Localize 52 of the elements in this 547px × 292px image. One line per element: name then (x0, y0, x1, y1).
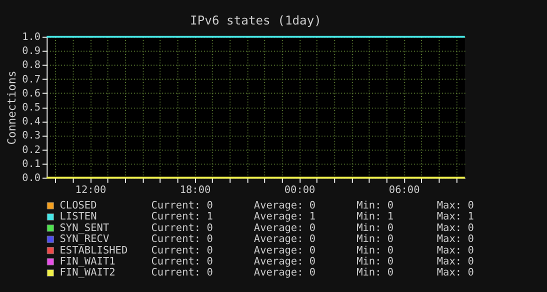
y-tick-label: 0.8 (22, 59, 41, 72)
text: Average: 0 (254, 256, 316, 268)
text: Average: 0 (254, 233, 316, 246)
text: Min: 0 (356, 200, 394, 212)
text: Average: 0 (254, 200, 316, 212)
x-tick-label: 18:00 (180, 184, 211, 196)
chart-title: IPv6 states (1day) (190, 14, 322, 28)
legend-label: LISTEN (60, 210, 97, 223)
y-axis-title: Connections (6, 70, 19, 145)
text: Min: 0 (356, 266, 394, 279)
text: Max: 0 (436, 266, 474, 279)
legend-label: SYN_RECV (60, 233, 110, 246)
y-tick-label: 0.7 (22, 73, 41, 86)
text: Min: 1 (356, 210, 394, 223)
y-tick-label: 0.9 (22, 45, 41, 58)
text: Min: 0 (356, 256, 394, 268)
text: Average: 0 (254, 222, 316, 234)
legend-label: FIN_WAIT1 (60, 256, 116, 268)
y-tick-label: 0.4 (22, 116, 41, 128)
text: Average: 1 (254, 210, 316, 223)
text: Current: 0 (151, 233, 213, 246)
text: Max: 0 (436, 244, 474, 256)
legend-label: CLOSED (60, 200, 97, 212)
text: Current: 0 (151, 256, 213, 268)
text: Max: 1 (436, 210, 474, 223)
y-tick-label: 0.5 (22, 102, 41, 114)
x-tick-label: 00:00 (284, 184, 316, 196)
legend-label: SYN_SENT (60, 222, 110, 234)
text: Current: 0 (151, 222, 213, 234)
text: Max: 0 (436, 222, 474, 234)
y-tick-label: 0.0 (22, 172, 41, 184)
text: Current: 0 (151, 266, 213, 279)
y-tick-label: 0.1 (22, 158, 41, 170)
text: Average: 0 (254, 244, 316, 256)
legend-label: FIN_WAIT2 (60, 266, 116, 279)
y-tick-label: 0.2 (22, 144, 41, 156)
text: Current: 1 (151, 210, 213, 223)
text: Min: 0 (356, 244, 394, 256)
x-tick-label: 12:00 (75, 184, 106, 196)
text: Average: 0 (254, 266, 316, 279)
text: Max: 0 (436, 200, 474, 212)
y-tick-label: 0.3 (22, 130, 41, 142)
text: Current: 0 (151, 200, 213, 212)
y-tick-label: 0.6 (22, 87, 41, 100)
text: Min: 0 (356, 233, 394, 246)
text: Min: 0 (356, 222, 394, 234)
text: Max: 0 (436, 233, 474, 246)
legend-label: ESTABLISHED (60, 244, 128, 256)
x-tick-label: 06:00 (388, 184, 420, 196)
text: Current: 0 (151, 244, 213, 256)
text: Max: 0 (436, 256, 474, 268)
y-tick-label: 1.0 (22, 31, 41, 44)
